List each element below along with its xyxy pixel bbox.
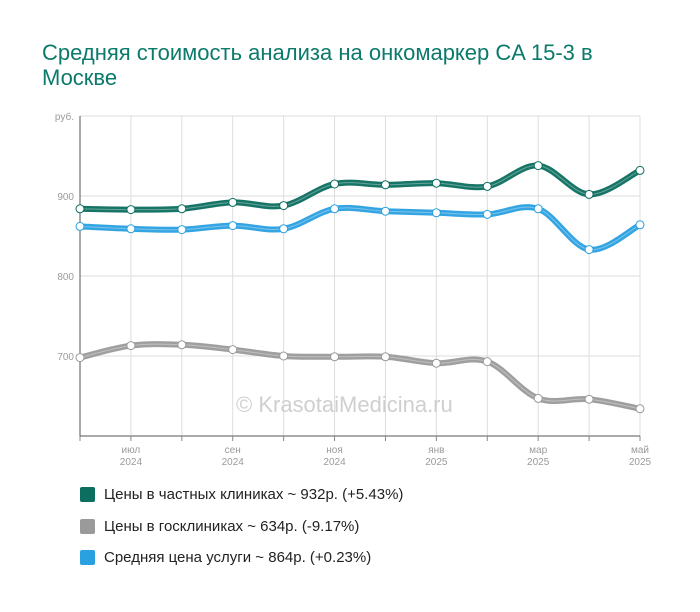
data-point [330,204,340,214]
x-tick-label-month: сен [225,445,241,456]
line-chart: © KrasotaiMedicina.ru 700800900руб.июл20… [55,111,652,468]
data-point [482,357,492,367]
data-point [380,352,390,362]
chart-title: Средняя стоимость анализа на онкомаркер … [42,40,593,90]
data-point [126,341,136,351]
chart-grid [79,115,641,441]
data-point [482,181,492,191]
data-point [330,352,340,362]
y-tick-label: 700 [57,352,74,363]
x-tick-label-year: 2024 [222,457,245,468]
data-point [584,189,594,199]
x-tick-label-month: июл [122,445,141,456]
y-tick-label: 800 [57,272,74,283]
legend-item-public: Цены в госклиниках ~ 634р. (-9.17%) [80,516,403,537]
legend-swatch [80,518,95,534]
legend-swatch [80,487,95,502]
data-point [126,205,136,215]
x-tick-label-year: 2025 [629,457,652,468]
legend-label: Цены в частных клиниках ~ 932р. (+5.43%) [104,486,404,503]
data-point [380,206,390,216]
data-point [533,393,543,403]
x-tick-label-month: янв [428,445,444,456]
series-line [77,162,643,213]
data-point [584,245,594,255]
data-point [533,161,543,171]
data-point [75,221,85,231]
chart-series [75,161,645,414]
x-tick-label-year: 2025 [527,457,550,468]
data-point [177,225,187,235]
data-point [177,204,187,214]
axis-labels: 700800900руб.июл2024сен2024ноя2024янв202… [55,111,652,468]
data-point [126,224,136,234]
x-tick-label-year: 2024 [120,457,143,468]
data-point [279,351,289,361]
x-tick-label-month: ноя [326,445,343,456]
y-tick-label: 900 [57,192,74,203]
chart-legend: Цены в частных клиниках ~ 932р. (+5.43%)… [80,484,403,579]
legend-label: Цены в госклиниках ~ 634р. (-9.17%) [104,517,360,535]
x-tick-label-year: 2025 [425,457,448,468]
data-point [533,204,543,214]
data-point [431,358,441,368]
data-point [635,220,645,230]
data-point [584,394,594,404]
watermark-text: © KrasotaiMedicina.ru [236,392,453,417]
x-tick-label-month: мар [529,445,547,456]
legend-item-private: Цены в частных клиниках ~ 932р. (+5.43%) [80,484,403,505]
data-point [330,179,340,189]
legend-label: Средняя цена услуги ~ 864р. (+0.23%) [104,549,372,566]
y-tick-label: руб. [55,111,74,123]
data-point [482,209,492,219]
data-point [635,404,645,414]
data-point [431,178,441,188]
data-point [228,345,238,355]
legend-swatch [80,550,95,565]
legend-item-average: Средняя цена услуги ~ 864р. (+0.23%) [80,547,403,568]
data-point [228,197,238,207]
data-point [431,208,441,218]
data-point [279,224,289,234]
data-point [635,165,645,175]
x-tick-label-month: май [631,445,649,456]
data-point [177,340,187,350]
data-point [75,353,85,363]
x-tick-label-year: 2024 [323,457,346,468]
data-point [380,180,390,190]
data-point [75,204,85,214]
data-point [228,221,238,231]
data-point [279,201,289,211]
series-line [77,204,643,253]
